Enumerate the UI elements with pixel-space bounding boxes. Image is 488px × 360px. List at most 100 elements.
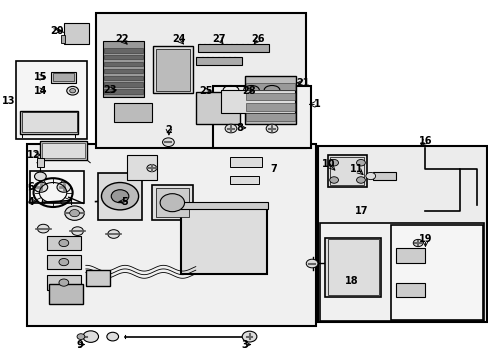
Bar xyxy=(53,73,74,81)
Circle shape xyxy=(57,182,71,192)
Text: 12: 12 xyxy=(27,150,40,160)
Bar xyxy=(320,223,483,321)
Circle shape xyxy=(412,239,422,247)
Circle shape xyxy=(329,177,338,183)
Text: 22: 22 xyxy=(115,33,128,44)
Circle shape xyxy=(107,230,119,238)
Bar xyxy=(20,111,79,134)
Bar xyxy=(198,44,268,52)
Circle shape xyxy=(101,183,138,210)
Bar xyxy=(390,225,482,320)
Text: 6: 6 xyxy=(27,182,34,192)
Bar xyxy=(155,188,189,217)
Circle shape xyxy=(365,172,375,180)
Text: 5: 5 xyxy=(122,197,128,207)
Text: 24: 24 xyxy=(172,33,185,44)
Text: 19: 19 xyxy=(418,234,431,244)
Circle shape xyxy=(70,210,80,217)
Circle shape xyxy=(72,227,83,235)
Circle shape xyxy=(35,172,46,181)
Text: 25: 25 xyxy=(199,86,212,96)
Circle shape xyxy=(38,224,49,233)
Circle shape xyxy=(162,138,174,147)
Bar xyxy=(37,158,44,167)
Text: 28: 28 xyxy=(242,86,256,96)
Bar xyxy=(229,176,259,184)
Bar xyxy=(61,35,65,43)
Bar xyxy=(372,172,395,180)
Bar xyxy=(244,76,295,124)
Bar xyxy=(195,57,242,65)
Text: 18: 18 xyxy=(345,276,358,286)
Circle shape xyxy=(99,199,106,204)
Bar xyxy=(127,155,156,180)
Circle shape xyxy=(70,89,76,93)
Text: 16: 16 xyxy=(418,136,431,146)
Bar xyxy=(152,46,192,93)
Bar xyxy=(245,113,294,121)
Circle shape xyxy=(59,258,69,266)
Circle shape xyxy=(83,331,99,342)
Text: 10: 10 xyxy=(321,159,335,169)
Bar xyxy=(395,283,425,297)
Bar xyxy=(47,275,81,290)
Bar xyxy=(195,92,239,124)
Circle shape xyxy=(329,159,338,166)
Text: 23: 23 xyxy=(103,85,117,95)
Bar xyxy=(155,49,189,91)
Bar xyxy=(16,61,87,139)
Bar xyxy=(113,103,151,122)
Text: 15: 15 xyxy=(34,72,47,82)
Bar xyxy=(103,69,143,73)
Text: 20: 20 xyxy=(50,26,63,36)
Text: 4: 4 xyxy=(27,197,34,207)
Bar xyxy=(41,141,87,160)
Text: 1: 1 xyxy=(313,99,320,109)
Circle shape xyxy=(59,279,69,286)
Circle shape xyxy=(242,331,256,342)
Text: 9: 9 xyxy=(76,339,82,350)
Bar xyxy=(27,144,315,326)
Text: 21: 21 xyxy=(296,78,309,88)
Bar xyxy=(329,157,364,185)
Text: 26: 26 xyxy=(251,33,264,44)
Circle shape xyxy=(356,177,365,183)
Bar xyxy=(103,55,143,59)
Text: 3: 3 xyxy=(241,339,247,350)
Text: 8: 8 xyxy=(236,123,243,133)
Bar xyxy=(47,236,81,250)
Circle shape xyxy=(265,124,277,133)
Bar xyxy=(180,202,267,209)
Bar xyxy=(245,93,294,100)
Bar xyxy=(103,48,143,53)
Bar xyxy=(47,255,81,269)
Bar xyxy=(64,23,89,44)
Circle shape xyxy=(106,332,118,341)
Bar xyxy=(245,83,294,90)
Bar xyxy=(96,13,305,148)
Bar xyxy=(151,185,193,220)
Bar xyxy=(103,89,143,94)
Bar xyxy=(395,248,425,263)
Bar xyxy=(42,143,85,158)
Text: 11: 11 xyxy=(349,164,363,174)
Circle shape xyxy=(224,124,236,133)
Circle shape xyxy=(305,259,317,268)
Bar xyxy=(325,238,381,297)
Bar xyxy=(22,112,77,132)
Text: 7: 7 xyxy=(270,164,277,174)
Circle shape xyxy=(77,334,85,339)
Circle shape xyxy=(160,194,184,212)
Bar xyxy=(98,173,142,220)
Bar xyxy=(245,103,294,111)
Circle shape xyxy=(65,206,84,220)
Circle shape xyxy=(356,159,365,166)
Text: 2: 2 xyxy=(165,125,172,135)
Bar xyxy=(49,284,83,304)
Bar xyxy=(103,82,143,87)
Bar xyxy=(221,90,294,113)
Circle shape xyxy=(59,239,69,247)
Text: 14: 14 xyxy=(34,86,47,96)
Circle shape xyxy=(67,86,79,95)
Bar xyxy=(103,76,143,80)
